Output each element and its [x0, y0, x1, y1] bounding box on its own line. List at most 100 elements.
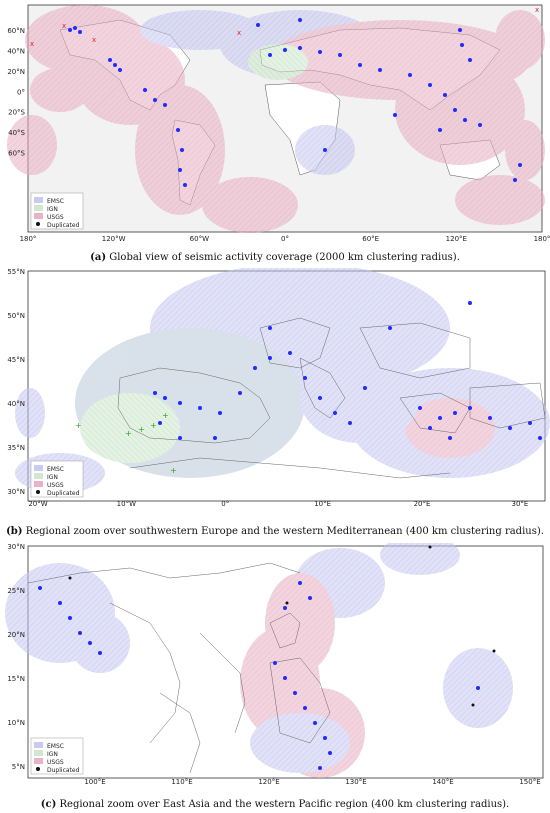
coverage-layers [15, 268, 550, 493]
event-points [68, 18, 522, 187]
y-tick-label: 60°S [8, 150, 25, 158]
legend-label: IGN [47, 474, 58, 481]
duplicated-markers [68, 545, 496, 707]
legend-label: EMSC [47, 198, 64, 205]
y-axis-ticks: 60°N 40°N 20°N 0° 20°S 40°S 60°S [7, 27, 25, 158]
svg-text:+: + [138, 425, 145, 434]
y-axis-ticks: 30°N 25°N 20°N 15°N 10°N 5°N [7, 543, 25, 771]
x-tick-label: 10°W [117, 500, 136, 508]
event-points [38, 581, 480, 770]
caption-a: (a) Global view of seismic activity cove… [0, 252, 550, 263]
x-axis-ticks: 20°W 10°W 0° 10°E 20°E 30°E [28, 500, 528, 508]
coverage-layers [7, 5, 545, 233]
usgs-markers: x x x x x [30, 6, 539, 48]
y-tick-label: 55°N [7, 268, 25, 276]
x-tick-label: 0° [221, 500, 229, 508]
svg-text:x: x [535, 6, 539, 14]
y-tick-label: 20°N [7, 68, 25, 76]
map-east-asia: 100°E 110°E 120°E 130°E 140°E 150°E 30°N 25°N 2… [5, 543, 544, 786]
event-points [153, 301, 542, 440]
x-tick-label: 30°E [511, 500, 528, 508]
caption-prefix: (b) [6, 526, 23, 537]
country-borders [27, 562, 331, 774]
legend-swatch [34, 742, 43, 748]
y-tick-label: 40°N [7, 400, 25, 408]
y-tick-label: 5°N [12, 763, 25, 771]
caption-text: Global view of seismic activity coverage… [106, 252, 460, 263]
x-axis-ticks: 100°E 110°E 120°E 130°E 140°E 150°E [84, 778, 540, 786]
country-borders [117, 317, 546, 479]
y-tick-label: 30°N [7, 543, 25, 551]
x-tick-label: 180° [20, 235, 37, 243]
svg-text:+: + [150, 421, 157, 430]
legend-label: USGS [47, 482, 64, 489]
x-tick-label: 0° [281, 235, 289, 243]
legend-swatch [34, 213, 43, 219]
caption-b: (b) Regional zoom over southwestern Euro… [0, 526, 550, 537]
y-tick-label: 20°N [7, 631, 25, 639]
x-tick-label: 60°W [190, 235, 209, 243]
legend-swatch [34, 481, 43, 487]
x-tick-label: 150°E [519, 778, 540, 786]
map-europe: + + + + + + 20°W 10°W 0° 10°E 20°E 30°E 55°N 50°N 4… [7, 268, 550, 508]
svg-text:x: x [237, 29, 241, 37]
legend-label: IGN [47, 206, 58, 213]
y-tick-label: 45°N [7, 356, 25, 364]
y-tick-label: 15°N [7, 675, 25, 683]
legend-swatch [36, 767, 40, 771]
caption-c: (c) Regional zoom over East Asia and the… [0, 799, 550, 810]
legend-label: IGN [47, 751, 58, 758]
legend-label: USGS [47, 759, 64, 766]
legend-swatch [34, 197, 43, 203]
caption-text: Regional zoom over East Asia and the wes… [56, 799, 510, 810]
svg-text:+: + [75, 421, 82, 430]
map-global: x x x x x 180° 120°W 60°W 0° 60°E 120°E 180° 60°… [7, 4, 550, 243]
caption-prefix: (a) [90, 252, 107, 263]
x-tick-label: 20°E [414, 500, 431, 508]
svg-text:x: x [30, 40, 34, 48]
y-tick-label: 40°S [8, 129, 25, 137]
svg-text:+: + [170, 466, 177, 475]
svg-text:+: + [162, 411, 169, 420]
y-tick-label: 50°N [7, 312, 25, 320]
x-tick-label: 10°E [314, 500, 331, 508]
x-axis-ticks: 180° 120°W 60°W 0° 60°E 120°E 180° [20, 235, 550, 243]
x-tick-label: 110°E [171, 778, 192, 786]
x-tick-label: 120°E [446, 235, 467, 243]
panel-c: 100°E 110°E 120°E 130°E 140°E 150°E 30°N 25°N 2… [0, 543, 550, 813]
legend-label: EMSC [47, 466, 64, 473]
coverage-layers [5, 543, 513, 778]
legend-label: Duplicated [47, 767, 80, 774]
y-tick-label: 25°N [7, 587, 25, 595]
y-axis-ticks: 55°N 50°N 45°N 40°N 35°N 30°N [7, 268, 25, 496]
y-tick-label: 10°N [7, 719, 25, 727]
x-tick-label: 180° [534, 235, 550, 243]
panel-a: x x x x x 180° 120°W 60°W 0° 60°E 120°E 180° 60°… [0, 0, 550, 268]
svg-text:x: x [92, 36, 96, 44]
x-tick-label: 130°E [345, 778, 366, 786]
svg-text:+: + [125, 429, 132, 438]
y-tick-label: 0° [17, 88, 25, 96]
legend-swatch [36, 222, 40, 226]
panel-b: + + + + + + 20°W 10°W 0° 10°E 20°E 30°E 55°N 50°N 4… [0, 268, 550, 543]
legend-swatch [34, 205, 43, 211]
y-tick-label: 40°N [7, 47, 25, 55]
legend-swatch [34, 758, 43, 764]
x-tick-label: 100°E [84, 778, 105, 786]
legend-label: Duplicated [47, 490, 80, 497]
legend-label: Duplicated [47, 222, 80, 229]
svg-text:x: x [62, 22, 66, 30]
x-tick-label: 140°E [432, 778, 453, 786]
legend-swatch [34, 465, 43, 471]
legend-swatch [34, 750, 43, 756]
ign-markers: + + + + + + [75, 411, 177, 475]
legend-swatch [36, 490, 40, 494]
legend-label: EMSC [47, 743, 64, 750]
legend-swatch [34, 473, 43, 479]
y-tick-label: 60°N [7, 27, 25, 35]
legend-label: USGS [47, 214, 64, 221]
y-tick-label: 20°S [8, 109, 25, 117]
